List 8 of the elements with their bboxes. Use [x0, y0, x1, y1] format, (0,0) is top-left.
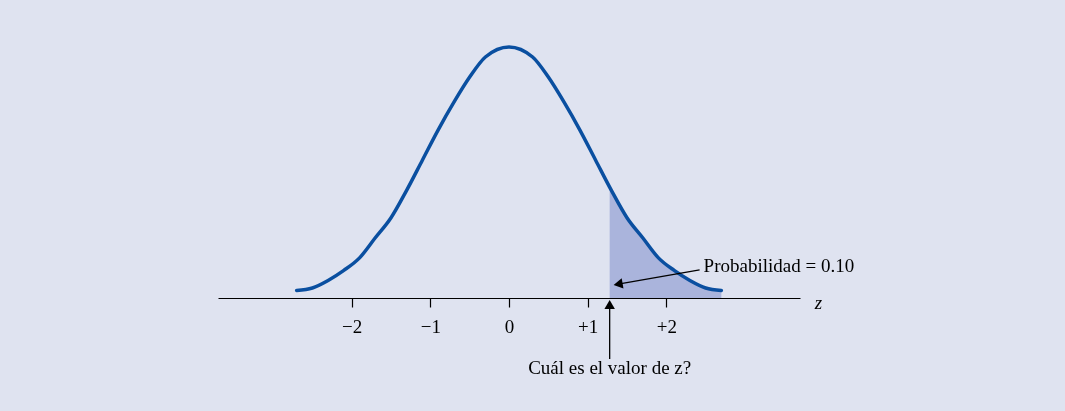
x-tick-label: 0 [504, 315, 515, 337]
x-axis-title: z [813, 291, 823, 313]
x-tick-label: +2 [656, 315, 677, 337]
annotation: Probabilidad = 0.10 [703, 254, 855, 276]
x-tick-label: −2 [342, 315, 363, 337]
annotation: Cuál es el valor de z? [528, 357, 692, 378]
x-tick-label: +1 [578, 315, 599, 337]
x-tick-label: −1 [420, 315, 441, 337]
